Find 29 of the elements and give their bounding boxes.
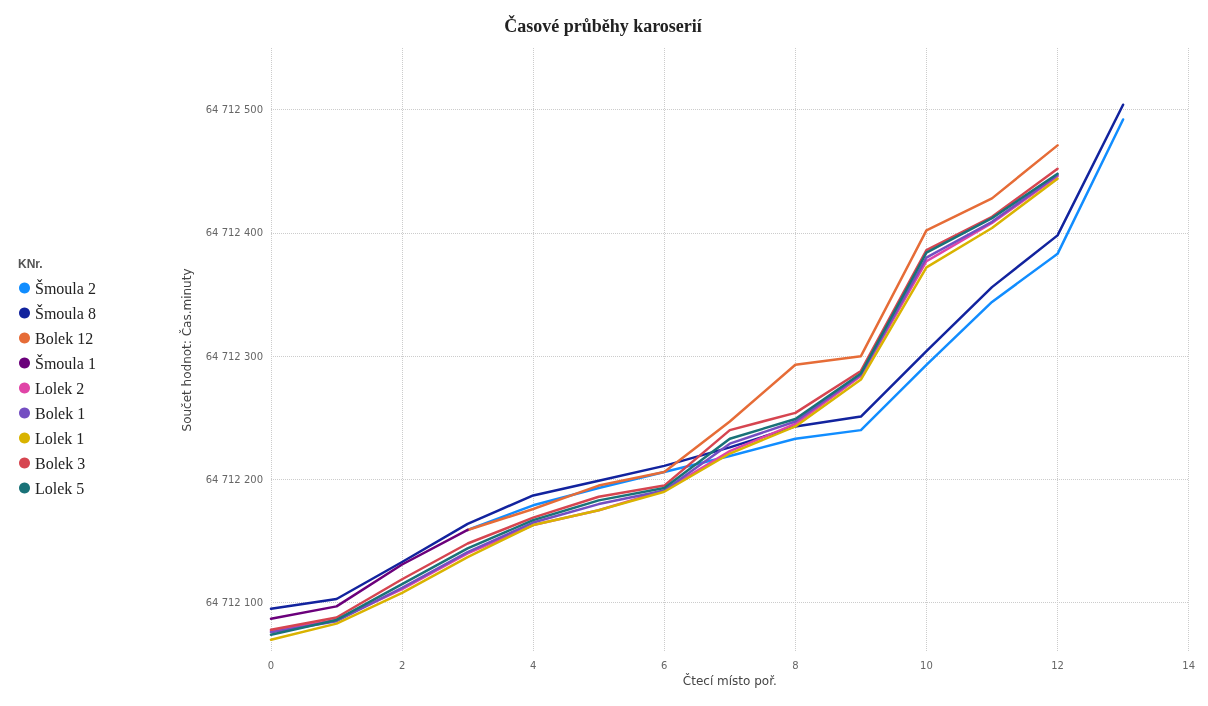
legend-label: Šmoula 2 bbox=[35, 278, 96, 297]
y-tick-label: 64 712 300 bbox=[205, 350, 263, 362]
y-tick-label: 64 712 200 bbox=[205, 473, 263, 485]
legend-label: Šmoula 1 bbox=[35, 353, 96, 372]
legend-label: Šmoula 8 bbox=[35, 303, 96, 322]
chart-title: Časové průběhy karoserií bbox=[504, 15, 703, 36]
y-axis-title: Součet hodnot: Čas.minuty bbox=[179, 268, 194, 432]
line-series bbox=[466, 144, 1059, 532]
y-tick-label: 64 712 100 bbox=[205, 597, 263, 609]
y-tick-label: 64 712 400 bbox=[205, 227, 263, 239]
x-tick-label: 12 bbox=[1051, 659, 1064, 671]
legend-label: Bolek 3 bbox=[35, 454, 86, 472]
x-tick-label: 14 bbox=[1182, 659, 1195, 671]
legend-label: Lolek 2 bbox=[35, 379, 85, 397]
legend-title: KNr. bbox=[18, 257, 43, 271]
x-tick-label: 4 bbox=[529, 659, 537, 671]
x-tick-label: 0 bbox=[267, 659, 275, 671]
legend-label: Lolek 5 bbox=[35, 479, 85, 497]
y-tick-label: 64 712 500 bbox=[205, 104, 263, 116]
x-tick-label: 2 bbox=[398, 659, 406, 671]
x-tick-label: 6 bbox=[661, 659, 668, 671]
x-tick-label: 8 bbox=[792, 659, 799, 671]
legend-label: Bolek 12 bbox=[35, 329, 94, 347]
line-series bbox=[269, 103, 1125, 611]
x-axis-title: Čtecí místo poř. bbox=[682, 672, 777, 688]
legend-label: Bolek 1 bbox=[35, 404, 86, 422]
legend-label: Lolek 1 bbox=[35, 429, 85, 447]
line-series bbox=[269, 528, 469, 620]
x-tick-label: 10 bbox=[920, 659, 933, 671]
